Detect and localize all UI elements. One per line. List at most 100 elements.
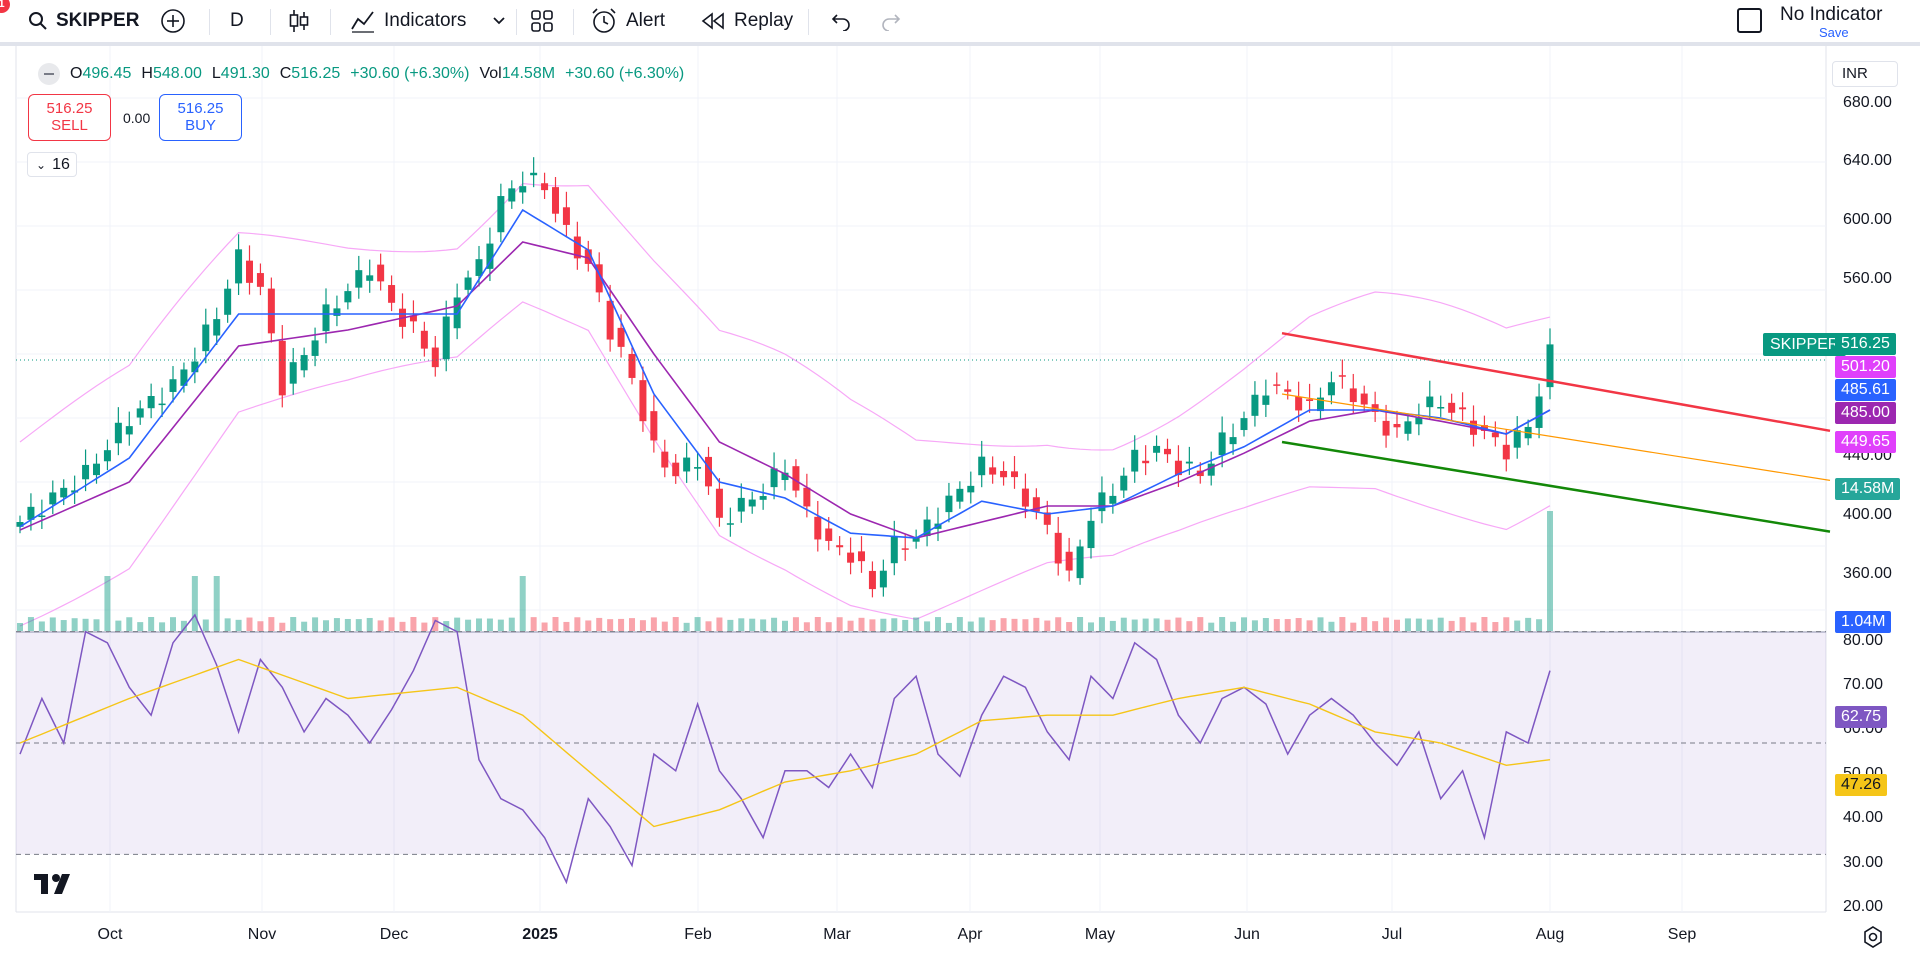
candle-body: [519, 186, 527, 193]
candle-body: [726, 523, 734, 525]
template-title[interactable]: No Indicator: [1780, 4, 1883, 25]
volume-bar: [115, 620, 122, 631]
ema-line: [19, 208, 1551, 539]
volume-bar: [344, 618, 351, 631]
volume-bar: [323, 620, 329, 631]
change-value: +30.60 (+6.30%): [350, 65, 470, 82]
volume-bar: [49, 617, 56, 631]
candle-body: [256, 273, 264, 287]
volume-badge: 14.58M: [1835, 478, 1901, 500]
candle-body: [486, 243, 494, 269]
gear-icon[interactable]: [1862, 926, 1884, 948]
candle-body: [1338, 375, 1346, 377]
candle-body: [355, 270, 363, 288]
chart-pane[interactable]: O 496.45 H 548.00 L 491.30 C 516.25 +30.60 (…: [0, 46, 1920, 958]
volume-bar: [180, 620, 187, 631]
volume-bar: [38, 621, 45, 631]
interval-button[interactable]: D: [230, 0, 244, 42]
volume-bar: [1536, 619, 1543, 631]
volume-bar: [978, 617, 985, 631]
lower-band-badge: 449.65: [1835, 431, 1896, 453]
candle-body: [639, 380, 647, 422]
price-axis-label: 680.00: [1843, 94, 1892, 111]
template-checkbox[interactable]: [1737, 8, 1762, 33]
volume-bar: [213, 576, 220, 631]
ema-badge: 485.61: [1835, 379, 1896, 401]
candle-body: [1546, 344, 1554, 388]
volume-bar: [465, 619, 472, 631]
tradingview-logo-icon[interactable]: [34, 872, 78, 896]
volume-bar: [1459, 617, 1466, 631]
volume-bar: [257, 621, 264, 631]
rsi-ma-line: [19, 658, 1551, 828]
notification-badge[interactable]: 1: [0, 0, 10, 13]
candle-body: [628, 353, 636, 378]
volume-bar: [1306, 620, 1313, 631]
candle-body: [38, 515, 46, 518]
candle-body: [267, 288, 275, 334]
candle-body: [803, 487, 811, 507]
buy-button[interactable]: 516.25 BUY: [159, 94, 242, 141]
candle-body: [530, 172, 538, 176]
volume-bar: [858, 617, 865, 631]
currency-selector[interactable]: INR: [1832, 61, 1898, 87]
alert-button[interactable]: Alert: [590, 0, 665, 42]
compare-symbol-button[interactable]: [160, 0, 186, 42]
rsi-axis-label: 70.00: [1843, 676, 1884, 693]
candle-body: [235, 249, 243, 284]
volume-bar: [902, 619, 909, 631]
indicators-button[interactable]: Indicators: [350, 0, 466, 42]
template-save-link[interactable]: Save: [1819, 25, 1849, 40]
candle-body: [868, 570, 876, 590]
volume-bar: [497, 619, 504, 631]
candle-body: [300, 355, 308, 371]
layouts-button[interactable]: [530, 0, 554, 42]
volume-bar: [803, 622, 810, 631]
candle-body: [1032, 497, 1040, 512]
candle-body: [1404, 421, 1412, 434]
candle-body: [366, 275, 374, 281]
time-axis-label: May: [1084, 926, 1116, 943]
volume-bar: [104, 576, 111, 631]
volume-bar: [126, 617, 133, 631]
volume-bar: [869, 619, 876, 631]
candle-body: [508, 188, 516, 202]
candle-body: [93, 463, 100, 476]
volume-bar: [1109, 620, 1116, 631]
volume-bar: [585, 620, 592, 631]
toolbar-divider: [573, 9, 574, 35]
undo-button[interactable]: [830, 0, 852, 42]
volume-bar: [1470, 622, 1477, 631]
sell-button[interactable]: 516.25 SELL: [28, 94, 111, 141]
candle-body: [781, 472, 789, 481]
high-key: H: [141, 65, 153, 82]
volume-bar: [1011, 618, 1018, 631]
candle-body: [431, 347, 439, 368]
redo-button[interactable]: [880, 0, 902, 42]
candle-body: [158, 403, 166, 406]
candle-body: [541, 183, 549, 191]
volume-bar: [814, 617, 821, 631]
volume-bar: [1328, 621, 1335, 631]
volume-bar: [60, 620, 67, 631]
volume-bar: [1448, 620, 1455, 631]
indicators-label: Indicators: [384, 10, 467, 31]
candle-body: [1207, 463, 1215, 476]
chart-type-button[interactable]: [288, 0, 310, 42]
price-chart-canvas[interactable]: [0, 46, 1920, 958]
sell-price: 516.25: [46, 100, 93, 117]
symbol-search-button[interactable]: SKIPPER: [28, 0, 139, 42]
price-axis-label: 600.00: [1843, 211, 1892, 228]
volume-bar: [235, 619, 242, 631]
volume-bar: [1131, 619, 1138, 631]
legend-collapse-button[interactable]: [38, 63, 60, 85]
replay-button[interactable]: Replay: [700, 0, 793, 42]
volume-key: Vol: [479, 65, 502, 82]
candle-body: [715, 488, 723, 518]
volume-bar: [1383, 617, 1390, 631]
volume-bar: [1339, 617, 1346, 631]
collapsed-indicators-button[interactable]: ⌄ 16: [27, 152, 77, 177]
indicators-dropdown[interactable]: [492, 0, 506, 42]
volume-bar: [935, 617, 941, 631]
volume-bar: [191, 576, 198, 631]
